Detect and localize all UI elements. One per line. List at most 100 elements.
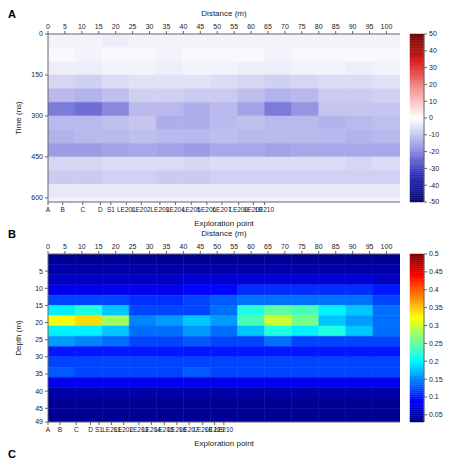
svg-text:D: D bbox=[88, 426, 93, 433]
svg-text:20: 20 bbox=[35, 319, 43, 326]
svg-text:0.4: 0.4 bbox=[429, 286, 439, 293]
svg-text:90: 90 bbox=[349, 243, 357, 250]
svg-text:150: 150 bbox=[31, 71, 43, 78]
svg-text:0.2: 0.2 bbox=[429, 358, 439, 365]
svg-text:30: 30 bbox=[146, 23, 154, 30]
svg-text:10: 10 bbox=[429, 98, 437, 105]
svg-text:0.35: 0.35 bbox=[429, 304, 443, 311]
svg-text:45: 45 bbox=[35, 405, 43, 412]
svg-text:20: 20 bbox=[112, 23, 120, 30]
svg-text:-40: -40 bbox=[429, 182, 439, 189]
svg-text:100: 100 bbox=[381, 23, 393, 30]
svg-text:95: 95 bbox=[366, 23, 374, 30]
svg-text:10: 10 bbox=[78, 243, 86, 250]
svg-text:LE210: LE210 bbox=[214, 426, 233, 433]
svg-text:30: 30 bbox=[429, 64, 437, 71]
svg-text:30: 30 bbox=[146, 243, 154, 250]
svg-text:5: 5 bbox=[39, 268, 43, 275]
svg-text:S1: S1 bbox=[107, 206, 115, 213]
svg-text:100: 100 bbox=[381, 243, 393, 250]
svg-text:300: 300 bbox=[31, 112, 43, 119]
svg-text:40: 40 bbox=[429, 47, 437, 54]
svg-text:50: 50 bbox=[429, 30, 437, 37]
svg-text:75: 75 bbox=[298, 23, 306, 30]
svg-text:-30: -30 bbox=[429, 165, 439, 172]
svg-text:0.15: 0.15 bbox=[429, 376, 443, 383]
svg-text:D: D bbox=[98, 206, 103, 213]
svg-text:Distance (m): Distance (m) bbox=[201, 229, 247, 238]
svg-text:LE203: LE203 bbox=[150, 205, 170, 213]
svg-text:A: A bbox=[46, 206, 51, 213]
svg-text:0: 0 bbox=[46, 243, 50, 250]
svg-text:65: 65 bbox=[264, 23, 272, 30]
svg-text:C: C bbox=[74, 426, 79, 433]
svg-text:0.05: 0.05 bbox=[429, 411, 443, 418]
svg-text:30: 30 bbox=[35, 353, 43, 360]
svg-text:49: 49 bbox=[35, 418, 43, 425]
svg-text:25: 25 bbox=[129, 243, 137, 250]
svg-text:90: 90 bbox=[349, 23, 357, 30]
svg-text:600: 600 bbox=[31, 194, 43, 201]
svg-text:55: 55 bbox=[230, 243, 238, 250]
svg-text:75: 75 bbox=[298, 243, 306, 250]
svg-text:25: 25 bbox=[35, 336, 43, 343]
svg-text:60: 60 bbox=[247, 23, 255, 30]
svg-text:70: 70 bbox=[281, 243, 289, 250]
svg-text:70: 70 bbox=[281, 23, 289, 30]
svg-text:25: 25 bbox=[129, 23, 137, 30]
svg-text:95: 95 bbox=[366, 243, 374, 250]
svg-text:Depth (m): Depth (m) bbox=[14, 320, 23, 356]
svg-text:85: 85 bbox=[332, 243, 340, 250]
svg-text:80: 80 bbox=[315, 243, 323, 250]
svg-text:10: 10 bbox=[78, 23, 86, 30]
svg-text:-20: -20 bbox=[429, 148, 439, 155]
svg-text:0.5: 0.5 bbox=[429, 250, 439, 257]
svg-text:LE204: LE204 bbox=[166, 205, 185, 213]
svg-text:0.25: 0.25 bbox=[429, 340, 443, 347]
svg-text:B: B bbox=[58, 426, 62, 433]
svg-text:15: 15 bbox=[35, 302, 43, 309]
svg-text:40: 40 bbox=[179, 23, 187, 30]
svg-text:10: 10 bbox=[35, 285, 43, 292]
svg-text:0: 0 bbox=[429, 114, 433, 121]
svg-text:15: 15 bbox=[95, 243, 103, 250]
svg-text:65: 65 bbox=[264, 243, 272, 250]
svg-text:20: 20 bbox=[112, 243, 120, 250]
svg-text:15: 15 bbox=[95, 23, 103, 30]
svg-text:50: 50 bbox=[213, 243, 221, 250]
svg-text:45: 45 bbox=[196, 23, 204, 30]
svg-text:Distance (m): Distance (m) bbox=[201, 9, 247, 18]
svg-text:LE202: LE202 bbox=[132, 206, 151, 213]
svg-text:80: 80 bbox=[315, 23, 323, 30]
svg-text:5: 5 bbox=[63, 243, 67, 250]
svg-text:45: 45 bbox=[196, 243, 204, 250]
svg-text:B: B bbox=[60, 206, 64, 213]
svg-text:35: 35 bbox=[163, 23, 171, 30]
svg-text:0.3: 0.3 bbox=[429, 322, 439, 329]
svg-text:Exploration point: Exploration point bbox=[194, 219, 254, 228]
svg-text:LE210: LE210 bbox=[255, 206, 274, 213]
svg-text:A: A bbox=[46, 426, 51, 433]
svg-text:LE201: LE201 bbox=[117, 205, 136, 213]
svg-text:450: 450 bbox=[31, 153, 43, 160]
svg-text:60: 60 bbox=[247, 243, 255, 250]
svg-text:35: 35 bbox=[163, 243, 171, 250]
svg-text:0: 0 bbox=[46, 23, 50, 30]
svg-text:C: C bbox=[80, 206, 85, 213]
svg-text:55: 55 bbox=[230, 23, 238, 30]
html-text:A: A bbox=[8, 8, 16, 20]
svg-text:20: 20 bbox=[429, 81, 437, 88]
svg-text:-10: -10 bbox=[429, 131, 439, 138]
svg-text:40: 40 bbox=[179, 243, 187, 250]
svg-text:50: 50 bbox=[213, 23, 221, 30]
svg-text:35: 35 bbox=[35, 370, 43, 377]
svg-text:-50: -50 bbox=[429, 198, 439, 205]
svg-text:40: 40 bbox=[35, 388, 43, 395]
svg-text:Time (ns): Time (ns) bbox=[14, 101, 23, 135]
svg-text:0: 0 bbox=[39, 30, 43, 37]
svg-text:0.45: 0.45 bbox=[429, 268, 443, 275]
svg-text:Exploration point: Exploration point bbox=[194, 439, 254, 448]
svg-text:5: 5 bbox=[63, 23, 67, 30]
svg-text:85: 85 bbox=[332, 23, 340, 30]
svg-text:0.1: 0.1 bbox=[429, 393, 439, 400]
